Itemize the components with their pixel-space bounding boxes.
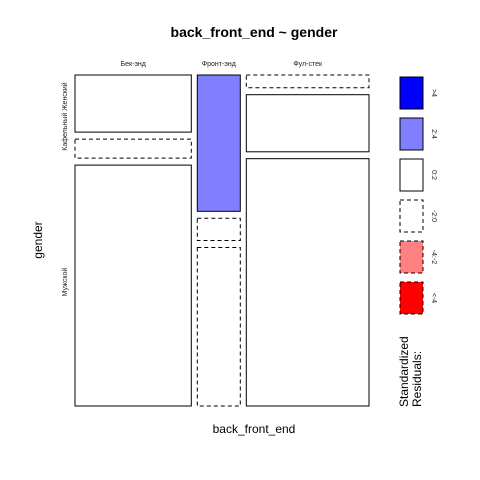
legend-swatch [399, 117, 424, 151]
legend-label: <-4 [430, 293, 437, 303]
mosaic-cells [74, 74, 370, 407]
mosaic-cell [245, 158, 370, 407]
legend-swatch [399, 240, 424, 274]
mosaic-cell [245, 74, 370, 89]
mosaic-cell [74, 74, 192, 133]
mosaic-cell [196, 247, 241, 407]
mosaic-cell [196, 217, 241, 242]
y-axis-title: gender [31, 221, 45, 258]
legend-label: 0:2 [430, 170, 437, 180]
chart-title: back_front_end ~ gender [171, 24, 338, 40]
legend-title-line-1: Standardized [397, 336, 411, 407]
legend-label: -4:-2 [430, 250, 437, 265]
mosaic-cell [196, 74, 241, 212]
legend-swatch [399, 199, 424, 233]
row-label: Мужской [61, 268, 69, 297]
mosaic-cell [245, 94, 370, 153]
legend-label: 2:4 [430, 129, 437, 139]
legend-swatch [399, 281, 424, 315]
mosaic-cell [74, 138, 192, 159]
legend-label: -2:0 [430, 210, 437, 222]
row-label: Кафельный Женский [61, 82, 69, 150]
residuals-legend: >4 2:4 0:2 -2:0 -4:-2 <-4 Standardized Residu… [397, 76, 437, 407]
column-tick-labels: Бек-энд Фронт-энд Фул-стек [120, 61, 322, 68]
legend-swatch [399, 76, 424, 110]
x-axis-title: back_front_end [213, 422, 296, 436]
column-label: Бек-энд [120, 61, 145, 68]
legend-swatch [399, 158, 424, 192]
mosaic-cell [74, 164, 192, 407]
legend-title-line-2: Residuals: [410, 351, 424, 407]
column-label: Фул-стек [293, 61, 323, 68]
row-tick-labels: Кафельный Женский Мужской [61, 82, 69, 296]
legend-label: >4 [430, 89, 437, 97]
column-label: Фронт-энд [202, 61, 236, 68]
